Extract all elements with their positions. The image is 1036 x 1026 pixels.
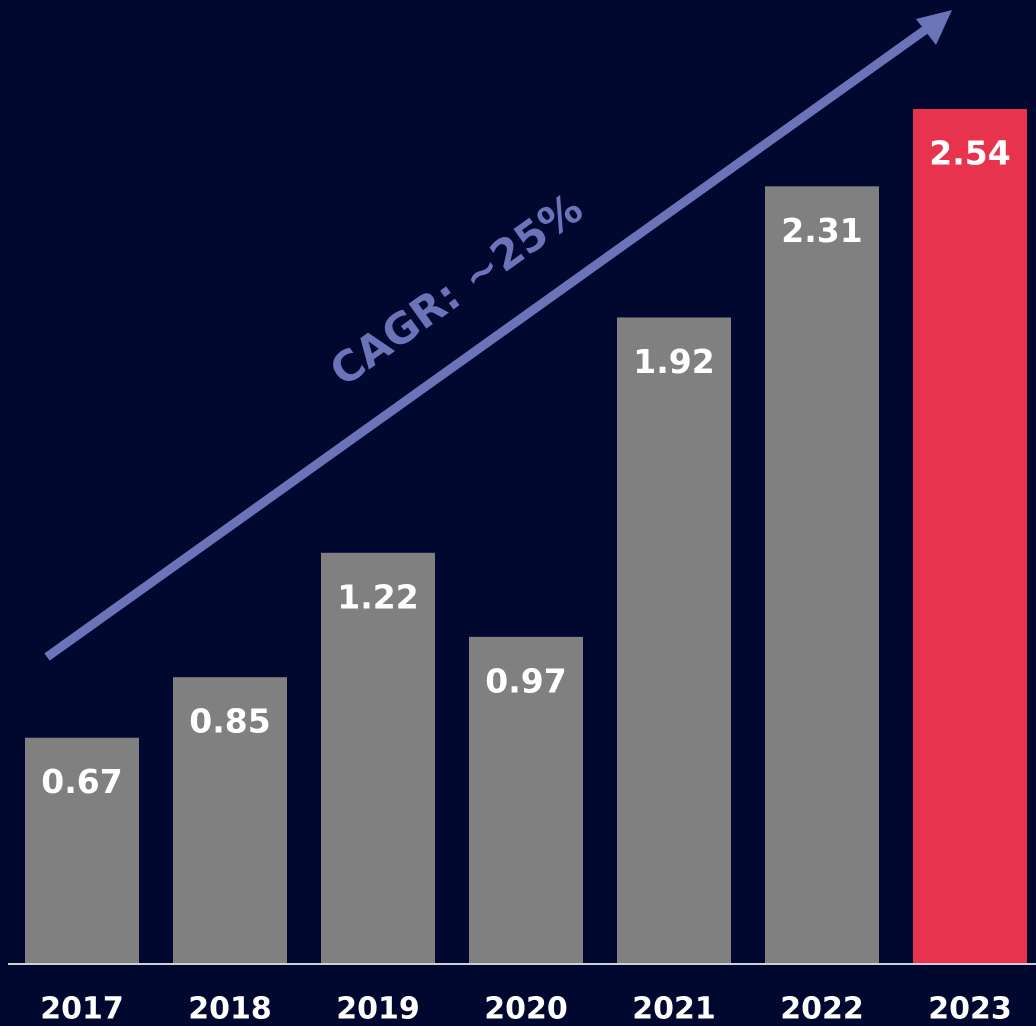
value-label: 1.22: [337, 577, 418, 616]
bar: [469, 636, 583, 963]
x-tick-label: 2022: [780, 992, 864, 1026]
value-label: 1.92: [633, 342, 714, 381]
bar: [321, 552, 435, 963]
bar: [765, 186, 879, 964]
x-tick-label: 2018: [188, 992, 272, 1026]
x-tick-label: 2019: [336, 992, 420, 1026]
value-label: 2.54: [929, 134, 1010, 173]
x-tick-label: 2017: [40, 992, 124, 1026]
value-label: 0.67: [41, 762, 122, 801]
value-label: 0.85: [189, 702, 270, 741]
bar: [913, 109, 1027, 963]
value-label: 0.97: [485, 661, 566, 700]
arrow-head: [916, 10, 952, 45]
x-tick-label: 2021: [632, 992, 716, 1026]
bar: [173, 677, 287, 963]
value-label: 2.31: [781, 211, 862, 250]
bar: [25, 737, 139, 963]
trend-arrow: [44, 26, 928, 661]
x-tick-label: 2020: [484, 992, 568, 1026]
x-tick-label: 2023: [928, 992, 1012, 1026]
bar: [617, 317, 731, 964]
